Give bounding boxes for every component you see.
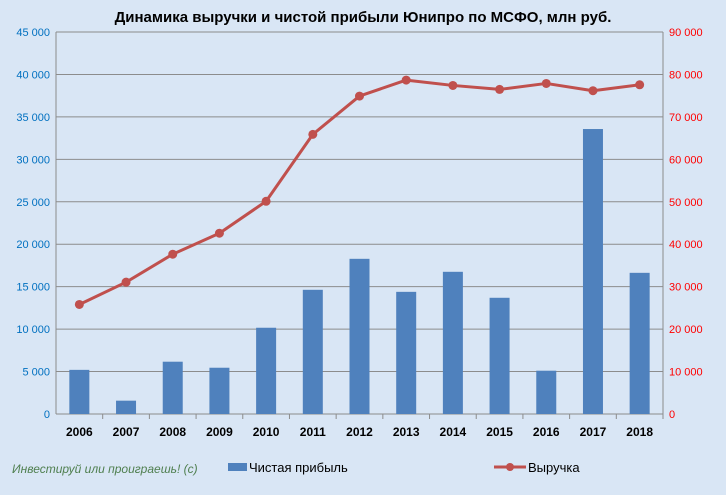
left-tick-label: 40 000	[16, 69, 50, 81]
bar-2017	[582, 129, 603, 414]
bar-2013	[396, 291, 417, 414]
revenue-point-2009	[214, 228, 224, 238]
revenue-point-2011	[308, 129, 318, 139]
x-tick-label: 2009	[206, 425, 233, 439]
revenue-point-2018	[635, 80, 645, 90]
revenue-point-2010	[261, 196, 271, 206]
x-tick-label: 2016	[533, 425, 560, 439]
revenue-point-2007	[121, 277, 131, 287]
x-tick-label: 2008	[159, 425, 186, 439]
left-tick-label: 0	[44, 409, 50, 421]
left-tick-label: 35 000	[16, 112, 50, 124]
bar-2014	[442, 271, 463, 414]
right-tick-label: 60 000	[669, 154, 703, 166]
watermark: Инвестируй или проиграешь! (с)	[12, 462, 198, 476]
right-tick-label: 70 000	[669, 112, 703, 124]
right-tick-label: 90 000	[669, 27, 703, 39]
right-tick-label: 0	[669, 409, 675, 421]
right-tick-label: 30 000	[669, 282, 703, 294]
bar-2011	[302, 289, 323, 414]
right-tick-label: 40 000	[669, 239, 703, 251]
chart-title: Динамика выручки и чистой прибыли Юнипро…	[115, 9, 612, 26]
bar-2009	[209, 367, 230, 414]
right-tick-label: 20 000	[669, 324, 703, 336]
revenue-point-2006	[74, 299, 84, 309]
revenue-point-2012	[355, 91, 364, 101]
x-tick-label: 2007	[113, 425, 140, 439]
bar-2015	[489, 297, 510, 414]
legend-bar-swatch	[228, 463, 247, 471]
bar-2007	[116, 400, 137, 414]
left-tick-label: 45 000	[16, 27, 50, 39]
revenue-point-2013	[401, 75, 411, 85]
revenue-point-2015	[495, 84, 505, 94]
bar-2010	[256, 327, 277, 414]
bar-2008	[162, 361, 183, 414]
legend-bar-label: Чистая прибыль	[249, 460, 348, 475]
x-tick-label: 2011	[300, 425, 326, 439]
right-tick-label: 80 000	[669, 69, 703, 81]
bar-2006	[69, 369, 90, 414]
revenue-point-2016	[541, 78, 551, 88]
left-tick-label: 25 000	[16, 197, 50, 209]
left-tick-label: 10 000	[16, 324, 50, 336]
left-tick-label: 5 000	[22, 367, 50, 379]
left-tick-label: 30 000	[16, 154, 50, 166]
x-tick-label: 2012	[346, 425, 373, 439]
x-tick-label: 2006	[66, 425, 93, 439]
x-tick-label: 2013	[393, 425, 420, 439]
x-tick-label: 2015	[486, 425, 513, 439]
right-tick-label: 10 000	[669, 367, 703, 379]
bar-2016	[536, 370, 557, 414]
legend-line-marker	[506, 463, 514, 471]
x-tick-label: 2014	[440, 425, 467, 439]
legend-line-label: Выручка	[528, 460, 580, 475]
x-tick-label: 2018	[626, 425, 653, 439]
revenue-point-2014	[448, 80, 458, 90]
revenue-point-2008	[168, 249, 178, 259]
x-tick-label: 2010	[253, 425, 280, 439]
revenue-point-2017	[588, 86, 598, 96]
right-tick-label: 50 000	[669, 197, 703, 209]
left-tick-label: 20 000	[16, 239, 50, 251]
bar-2012	[349, 258, 370, 414]
left-tick-label: 15 000	[16, 282, 50, 294]
x-tick-label: 2017	[580, 425, 607, 439]
bar-2018	[629, 272, 650, 414]
